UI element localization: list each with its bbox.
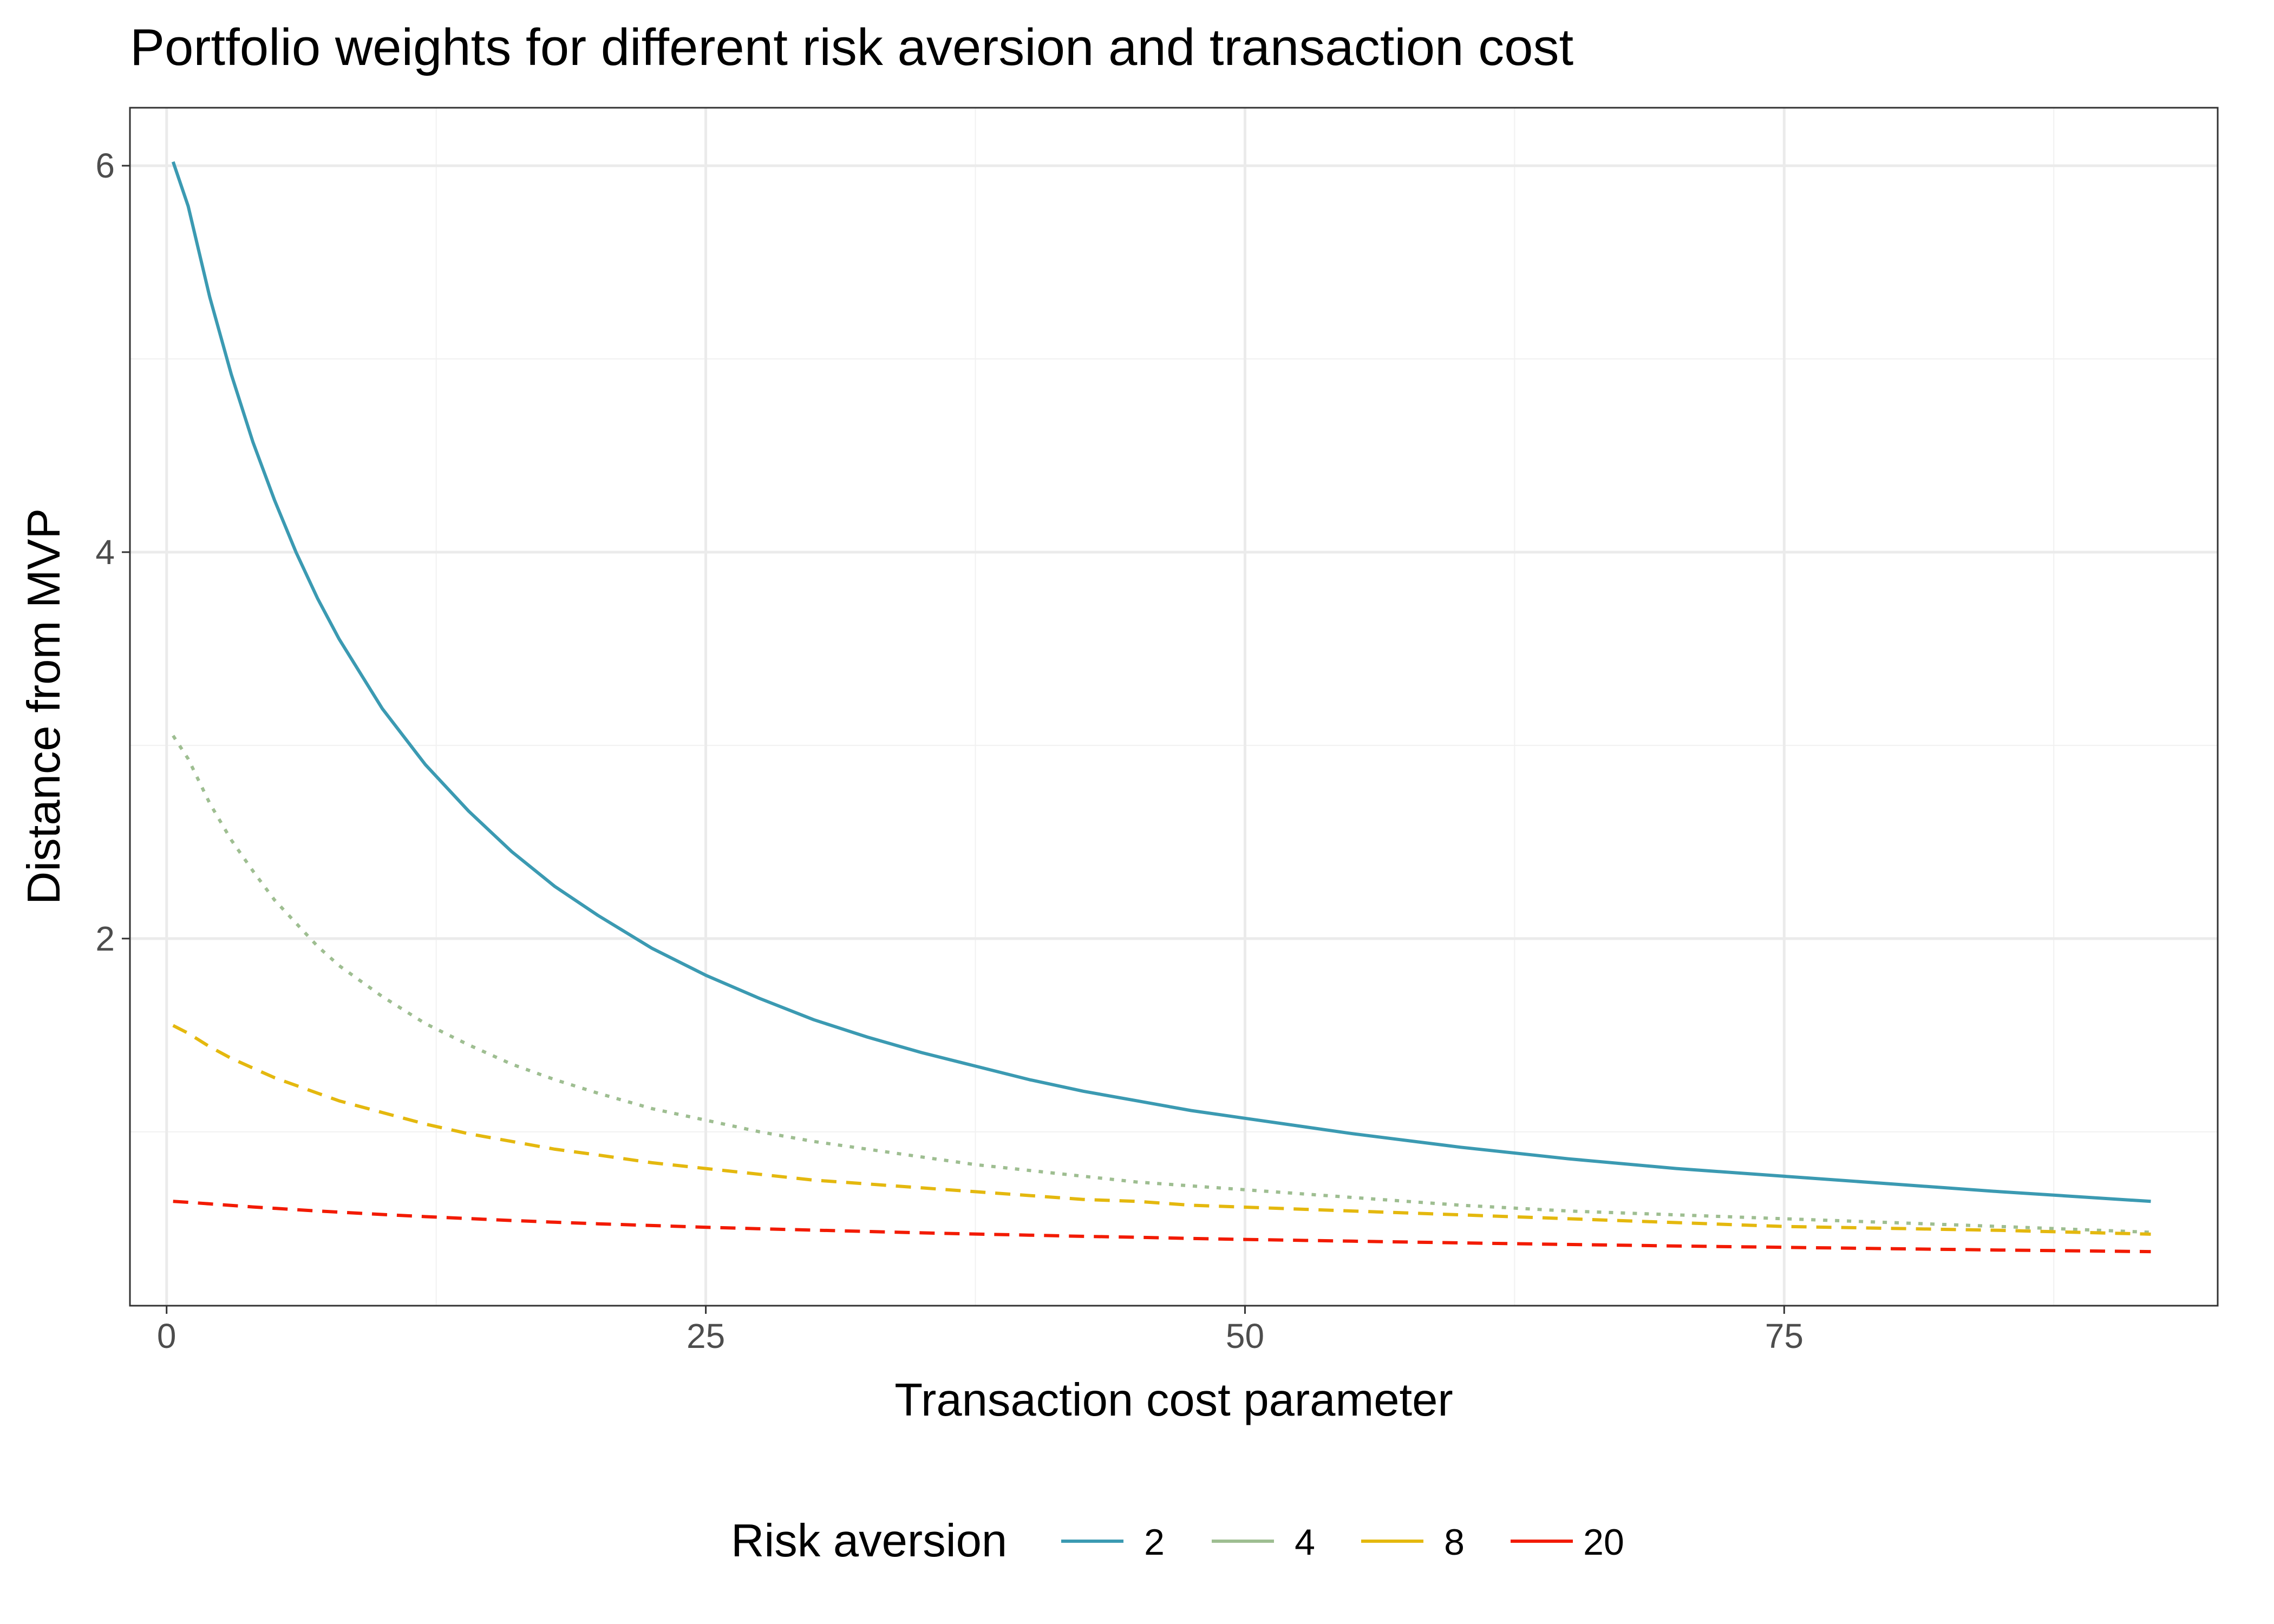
legend-label: 4 <box>1295 1522 1315 1563</box>
series-layer <box>171 161 2151 1254</box>
y-tick-label: 4 <box>95 533 115 572</box>
y-axis-title: Distance from MVP <box>18 508 70 905</box>
legend-item-4: 4 <box>1212 1522 1315 1563</box>
x-tick-label: 75 <box>1765 1317 1803 1355</box>
legend-item-8: 8 <box>1361 1522 1465 1563</box>
series-line-2 <box>171 161 2151 1203</box>
legend-item-2: 2 <box>1061 1522 1165 1563</box>
legend-title: Risk aversion <box>731 1515 1007 1567</box>
grid-layer <box>130 108 2218 1306</box>
x-tick-label: 25 <box>687 1317 725 1355</box>
legend-item-20: 20 <box>1511 1522 1624 1563</box>
series-line-20 <box>173 1200 2151 1254</box>
x-tick-label: 50 <box>1226 1317 1264 1355</box>
legend: Risk aversion 2 4 8 20 <box>731 1515 1624 1567</box>
x-axis-title: Transaction cost parameter <box>894 1374 1453 1426</box>
plot-border <box>129 107 2219 1307</box>
legend-label: 20 <box>1583 1522 1624 1563</box>
series-line-8 <box>172 1024 2151 1236</box>
x-tick-label: 0 <box>157 1317 177 1355</box>
legend-label: 2 <box>1144 1522 1165 1563</box>
y-tick-label: 2 <box>95 919 115 958</box>
series-line-4 <box>172 735 2151 1234</box>
chart-title: Portfolio weights for different risk ave… <box>130 18 1573 76</box>
axis-layer: 0 25 50 75 2 4 6 <box>95 146 1803 1355</box>
legend-label: 8 <box>1444 1522 1465 1563</box>
y-tick-label: 6 <box>95 146 115 185</box>
